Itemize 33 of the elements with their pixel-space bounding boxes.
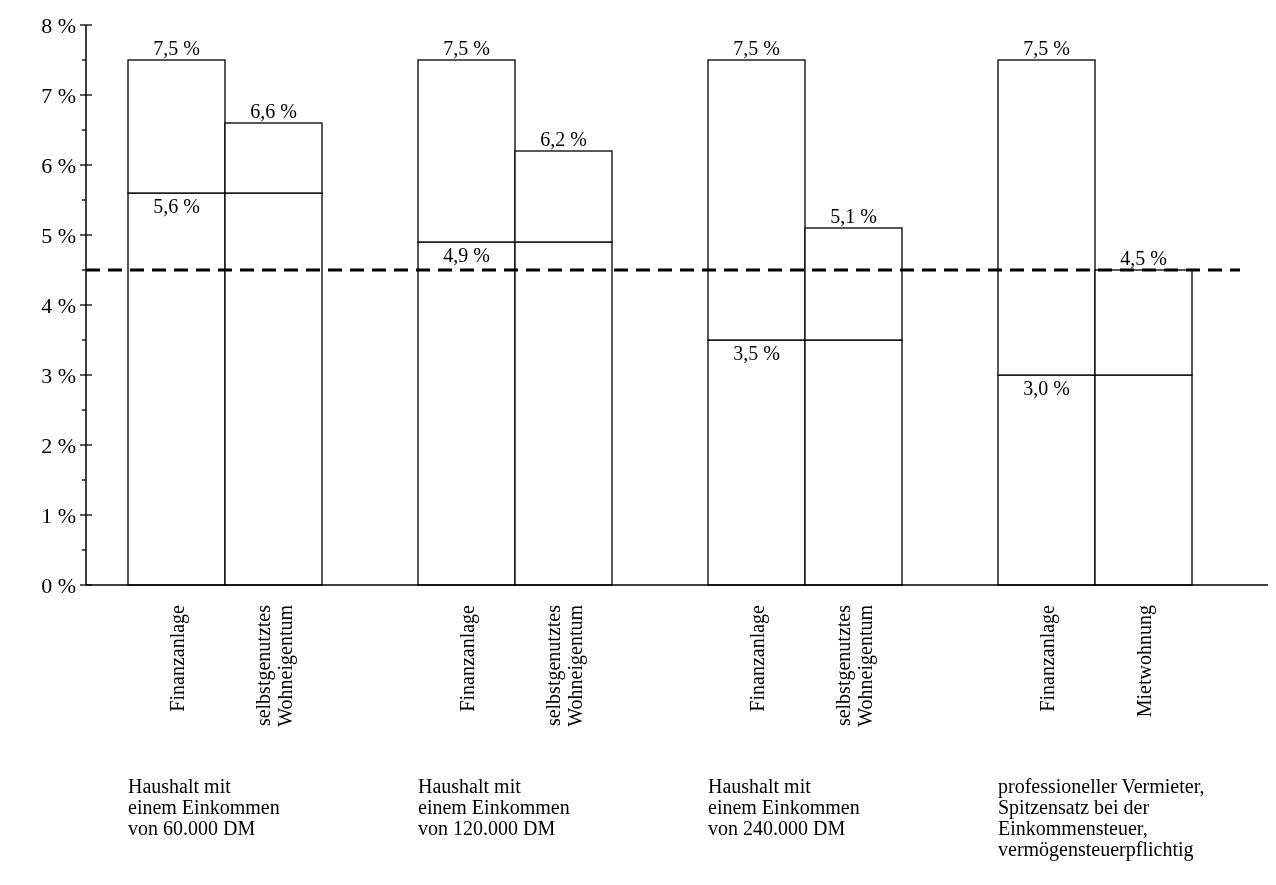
y-tick-label: 3 % — [41, 362, 76, 388]
total-label: 5,1 % — [830, 205, 877, 227]
y-tick-label: 2 % — [41, 432, 76, 458]
text: professioneller Vermieter, Spitzensatz bei der Einkommensteuer, vermögensteuerpflichtig — [998, 775, 1205, 861]
total-label: 7,5 % — [733, 37, 780, 59]
x-tick-label: Finanzanlage — [165, 604, 189, 712]
x-tick-label: selbstgenutztes Wohneigentum — [251, 604, 297, 727]
text: Haushalt mit einem Einkommen von 60.000 DM — [128, 775, 280, 839]
x-tick-label: selbstgenutztes Wohneigentum — [541, 604, 587, 727]
data-label: 3,0 % — [1023, 377, 1070, 399]
total-label: 7,5 % — [443, 37, 490, 59]
total-label: 7,5 % — [153, 37, 200, 59]
x-tick-label: Finanzanlage — [455, 604, 479, 712]
x-tick-label: selbstgenutztes Wohneigentum — [831, 604, 877, 727]
total-label: 4,5 % — [1120, 247, 1167, 269]
x-tick-label: Mietwohnung — [1132, 605, 1156, 718]
text: Haushalt mit einem Einkommen von 120.000 DM — [418, 775, 570, 839]
y-tick-label: 1 % — [41, 502, 76, 528]
y-tick-label: 0 % — [41, 572, 76, 598]
total-label: 7,5 % — [1023, 37, 1070, 59]
x-tick-label: Finanzanlage — [745, 604, 769, 712]
y-tick-label: 4 % — [41, 292, 76, 318]
text: Haushalt mit einem Einkommen von 240.000 DM — [708, 775, 860, 839]
y-tick-label: 7 % — [41, 82, 76, 108]
data-label: 4,9 % — [443, 244, 490, 266]
total-label: 6,2 % — [540, 128, 587, 150]
data-label: 5,6 % — [153, 195, 200, 217]
data-label: 3,5 % — [733, 342, 780, 364]
y-tick-label: 8 % — [41, 12, 76, 38]
x-tick-label: Finanzanlage — [1035, 604, 1059, 712]
total-label: 6,6 % — [250, 100, 297, 122]
y-tick-label: 5 % — [41, 222, 76, 248]
y-tick-label: 6 % — [41, 152, 76, 178]
